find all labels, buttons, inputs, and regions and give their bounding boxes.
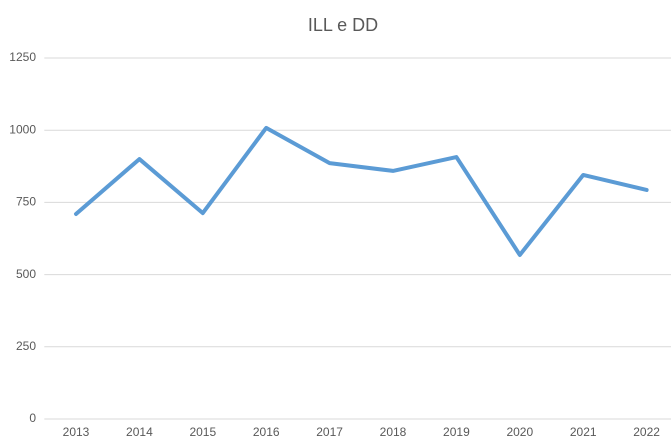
data-line	[74, 125, 649, 257]
chart-title: ILL e DD	[308, 15, 378, 35]
x-tick-label: 2020	[506, 425, 533, 437]
x-tick-label: 2015	[189, 425, 216, 437]
x-tick-label: 2022	[633, 425, 660, 437]
x-tick-label: 2014	[126, 425, 153, 437]
x-tick-label: 2018	[380, 425, 407, 437]
y-tick-label: 1000	[9, 122, 36, 136]
y-tick-label: 250	[16, 339, 36, 353]
y-tick-label: 0	[29, 411, 36, 425]
y-tick-label: 750	[16, 195, 36, 209]
y-tick-label: 1250	[9, 50, 36, 64]
x-tick-label: 2013	[63, 425, 90, 437]
x-tick-label: 2019	[443, 425, 470, 437]
x-tick-label: 2016	[253, 425, 280, 437]
x-tick-label: 2017	[316, 425, 343, 437]
x-tick-label: 2021	[570, 425, 597, 437]
y-tick-label: 500	[16, 267, 36, 281]
